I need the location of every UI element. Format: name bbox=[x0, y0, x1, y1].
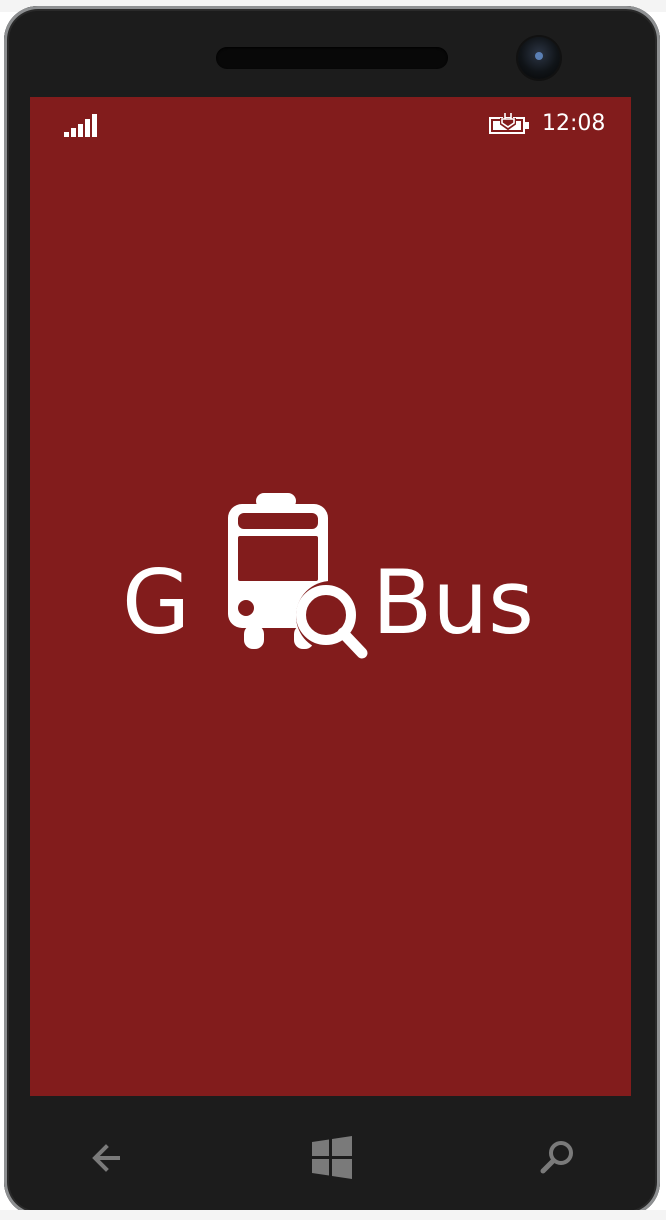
signal-strength-icon bbox=[64, 114, 97, 137]
status-clock: 12:08 bbox=[542, 111, 606, 136]
app-logo: G Bus bbox=[118, 493, 548, 668]
bus-search-icon bbox=[228, 493, 368, 659]
battery-charging-icon bbox=[489, 112, 529, 134]
search-icon[interactable] bbox=[533, 1134, 581, 1182]
front-camera bbox=[518, 37, 560, 79]
back-arrow-icon[interactable] bbox=[82, 1134, 130, 1182]
status-bar: 12:08 bbox=[30, 97, 631, 141]
logo-text-bus: Bus bbox=[372, 551, 534, 654]
logo-text-g: G bbox=[122, 551, 191, 654]
hardware-nav-bar bbox=[30, 1096, 631, 1206]
windows-logo-icon[interactable] bbox=[308, 1134, 356, 1182]
phone-frame: 12:08 G bbox=[4, 6, 660, 1216]
window-bottom-strip bbox=[0, 1210, 666, 1220]
phone-screen: 12:08 G bbox=[30, 97, 631, 1096]
earpiece-speaker bbox=[216, 47, 448, 69]
